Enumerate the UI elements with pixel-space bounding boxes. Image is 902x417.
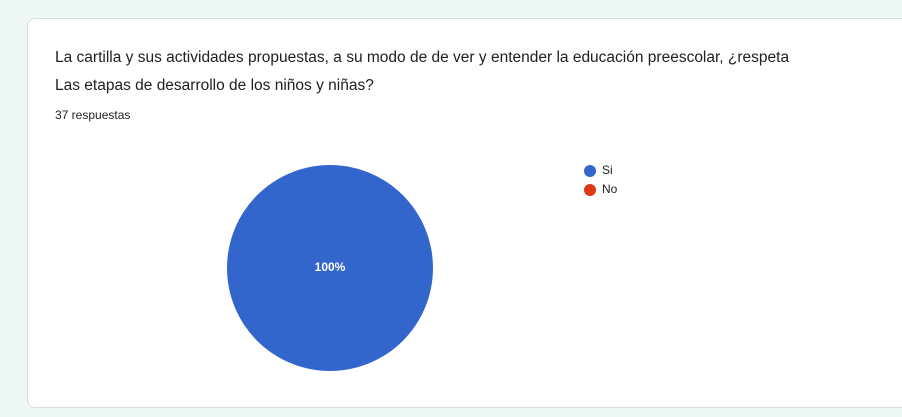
response-count: 37 respuestas xyxy=(55,108,131,122)
legend-label: No xyxy=(602,182,618,196)
card xyxy=(27,18,902,408)
slice-label: 100% xyxy=(315,260,346,274)
legend-swatch xyxy=(584,184,596,196)
legend-label: Si xyxy=(602,163,613,177)
question-title: La cartilla y sus actividades propuestas… xyxy=(55,49,790,94)
legend-swatch xyxy=(584,165,596,177)
pie-slice xyxy=(227,165,433,371)
